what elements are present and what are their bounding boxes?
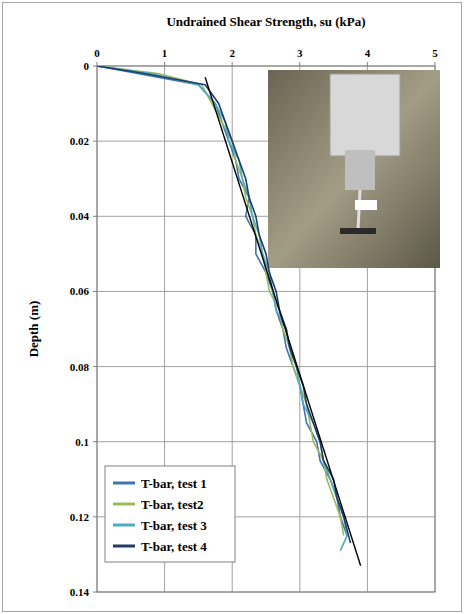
chart: 0 1 2 3 4 5 0 0.02 0.04 0.06 0.08 0.1 0.12 0.14 Undrai… <box>0 0 464 614</box>
photo-background <box>268 70 440 268</box>
tick-mark <box>93 291 97 292</box>
tick-label: 5 <box>432 47 438 59</box>
tick-label: 4 <box>365 47 371 59</box>
tick-label: 0.12 <box>70 511 90 523</box>
tick-label: 0.14 <box>70 586 90 598</box>
legend-box <box>105 466 235 562</box>
tick-mark <box>93 366 97 367</box>
legend-swatch <box>113 503 135 506</box>
tick-label: 1 <box>162 47 168 59</box>
tick-mark <box>93 592 97 593</box>
grid <box>97 66 435 592</box>
photo-device <box>330 74 400 156</box>
tick-mark <box>232 62 233 66</box>
photo-label <box>355 200 377 210</box>
series-line <box>97 66 347 536</box>
tick-mark <box>435 62 436 66</box>
plot-frame <box>97 66 435 592</box>
inset-photo <box>268 70 440 268</box>
grid-line <box>97 291 435 292</box>
chart-frame <box>3 3 462 612</box>
tick-mark <box>97 62 98 66</box>
legend-label: T-bar, test2 <box>141 497 204 512</box>
legend-label: T-bar, test 3 <box>141 518 207 533</box>
data-lines <box>97 66 361 566</box>
tick-label: 3 <box>297 47 303 59</box>
tick-mark <box>93 216 97 217</box>
tick-label: 0.08 <box>70 361 90 373</box>
grid-line <box>97 441 435 442</box>
tick-label: 0 <box>84 60 90 72</box>
photo-device <box>345 150 375 190</box>
tick-label: 0.04 <box>70 210 90 222</box>
tick-mark <box>299 62 300 66</box>
legend-swatch <box>113 524 135 527</box>
tick-label: 2 <box>229 47 235 59</box>
series-line <box>97 66 344 536</box>
plot-area <box>97 66 435 592</box>
legend: T-bar, test 1 T-bar, test2 T-bar, test 3 T-… <box>105 466 235 562</box>
tick-mark <box>93 441 97 442</box>
tick-label: 0.06 <box>70 285 90 297</box>
tick-mark <box>164 62 165 66</box>
legend-label: T-bar, test 4 <box>141 539 207 554</box>
tick-mark <box>93 516 97 517</box>
tick-label: 0.1 <box>75 436 89 448</box>
y-axis-title: Depth (m) <box>26 301 41 358</box>
tick-mark <box>93 66 97 67</box>
legend-swatch <box>113 482 135 485</box>
tick-label: 0 <box>94 47 100 59</box>
photo-tbar <box>340 228 376 234</box>
legend-swatch <box>113 545 135 548</box>
tick-mark <box>367 62 368 66</box>
x-axis-title: Undrained Shear Strength, su (kPa) <box>166 14 365 29</box>
legend-label: T-bar, test 1 <box>141 476 207 491</box>
tick-label: 0.02 <box>70 135 90 147</box>
tick-mark <box>93 141 97 142</box>
grid-line <box>97 366 435 367</box>
